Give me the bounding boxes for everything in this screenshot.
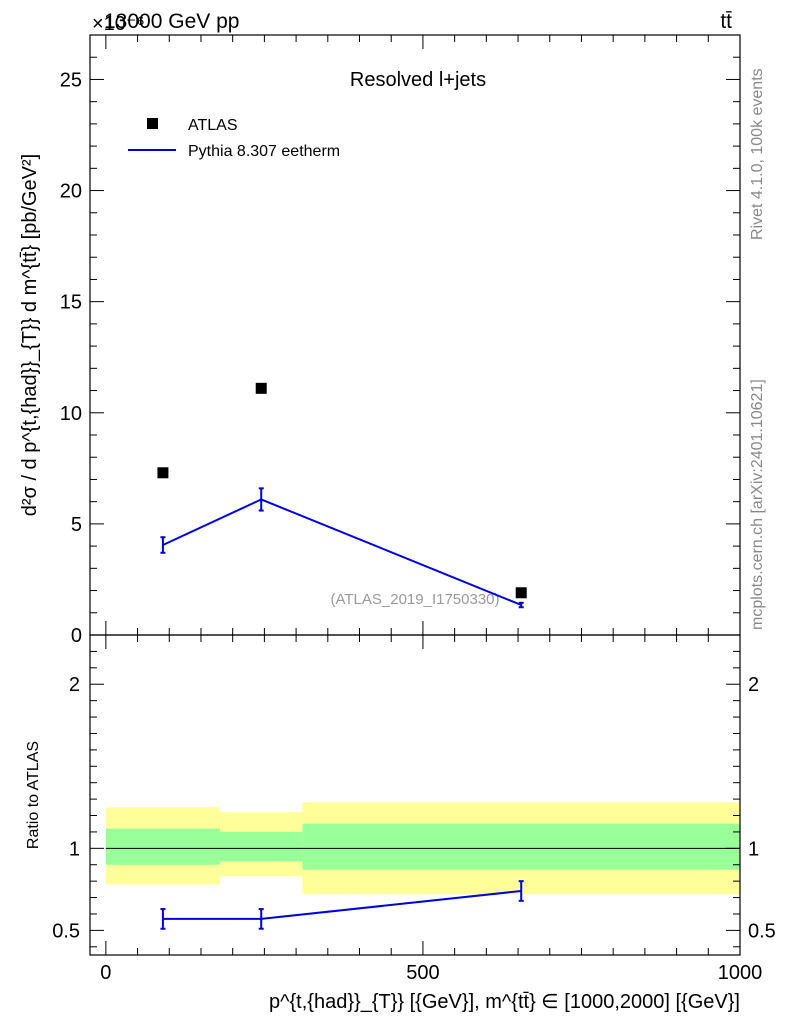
x-tick-label: 500 (406, 962, 439, 984)
main-x-axis (105, 35, 741, 635)
stat-uncertainty-band (220, 831, 303, 862)
main-panel: 0 5 10 15 20 25 Resolved l+jets (ATLAS_2019_I… (19, 34, 741, 647)
ratio-y-axis-label: Ratio to ATLAS (25, 741, 42, 849)
atlas-data-point (515, 587, 527, 599)
ratio-panel-frame (89, 634, 741, 956)
legend: ATLAS Pythia 8.307 eetherm (128, 117, 340, 160)
x-axis-label: p^{t,{had}}_{T}} [{GeV}], m^{tt̄} ∈ [100… (269, 991, 740, 1013)
rivet-version-label: Rivet 4.1.0, 100k events (749, 68, 766, 240)
process-label: tt̄ (720, 10, 732, 33)
y-axis-label: d²σ / d p^{t,{had}}_{T}} d m^{tt̄} [pb/G… (19, 154, 41, 516)
stat-uncertainty-band (302, 823, 740, 870)
stat-uncertainty-band (105, 828, 220, 865)
ratio-y-tick-label-right: 2 (748, 674, 759, 696)
energy-label: 13000 GeV pp (104, 10, 239, 33)
y-tick-label: 25 (60, 69, 82, 91)
ratio-y-tick-label-right: 1 (748, 838, 759, 860)
main-y-axis: 0 5 10 15 20 25 (60, 34, 740, 647)
ratio-y-tick-label-left: 1 (69, 838, 80, 860)
atlas-data-series (157, 382, 527, 599)
ratio-x-axis: 0 500 1000 (100, 635, 762, 984)
y-tick-label: 15 (60, 292, 82, 314)
x-tick-label: 0 (100, 962, 111, 984)
y-tick-label: 10 (60, 403, 82, 425)
mcplots-credit-label: mcplots.cern.ch [arXiv:2401.10621] (749, 379, 766, 630)
legend-marker-atlas (147, 118, 158, 129)
ratio-panel: 0.5 0.5 1 1 2 2 0 500 1000 Ratio to ATLAS p^{t,… (25, 634, 776, 1013)
mc-ratio-line (162, 890, 522, 920)
exponent-label: ×10⁻⁶ (92, 13, 145, 35)
mc-ratio-series (160, 880, 524, 930)
ratio-y-tick-label-right: 0.5 (748, 920, 776, 942)
analysis-id-watermark: (ATLAS_2019_I1750330) (330, 591, 499, 608)
mc-line (162, 498, 522, 606)
ratio-y-tick-label-left: 2 (69, 674, 80, 696)
y-tick-label: 0 (71, 625, 82, 647)
y-tick-label: 20 (60, 181, 82, 203)
mc-series-main (160, 487, 524, 609)
x-tick-label: 1000 (718, 962, 763, 984)
legend-label-atlas: ATLAS (188, 117, 238, 134)
y-tick-label: 5 (71, 514, 82, 536)
ratio-y-axis: 0.5 0.5 1 1 2 2 (52, 650, 776, 948)
chart-title: Resolved l+jets (350, 69, 486, 91)
atlas-data-point (157, 467, 169, 479)
ratio-y-tick-label-left: 0.5 (52, 920, 80, 942)
atlas-data-point (255, 382, 267, 394)
legend-label-mc: Pythia 8.307 eetherm (188, 143, 340, 160)
